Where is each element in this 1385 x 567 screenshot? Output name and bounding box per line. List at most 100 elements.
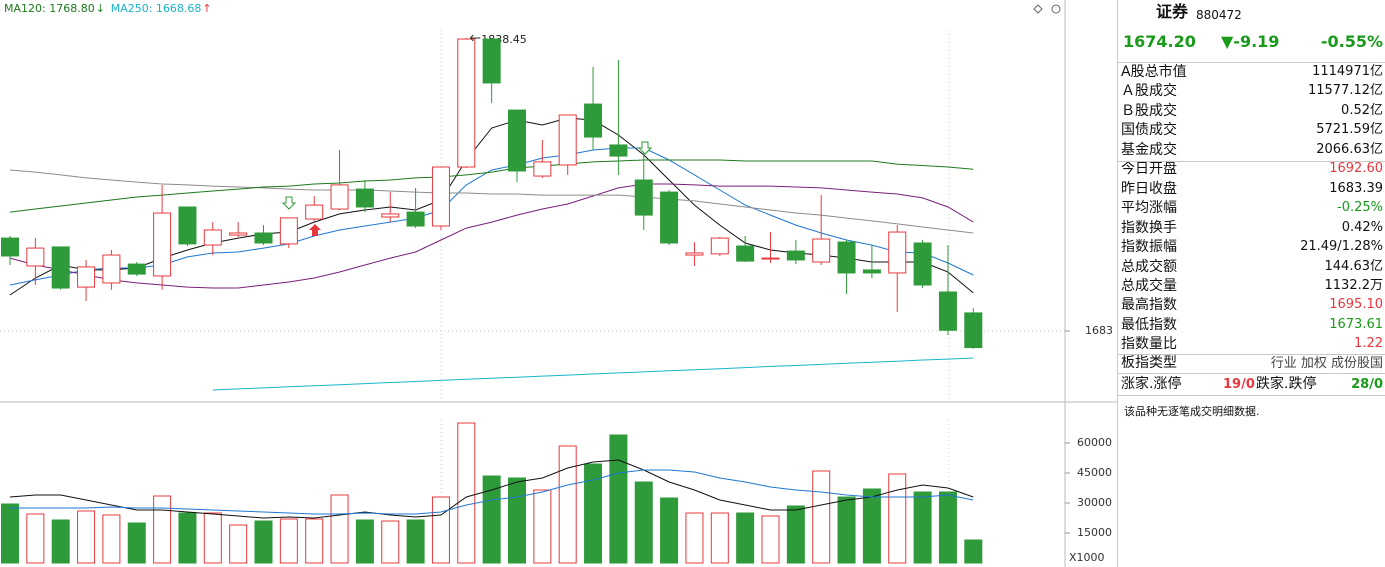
volume-bar bbox=[609, 434, 628, 564]
volume-bar bbox=[330, 494, 349, 564]
field-label: 指数换手 bbox=[1121, 219, 1177, 236]
candle-body bbox=[862, 269, 881, 274]
volume-bar bbox=[938, 491, 957, 564]
field-label: 基金成交 bbox=[1121, 141, 1177, 158]
volume-ma-line bbox=[10, 469, 974, 515]
toolbar-icon[interactable] bbox=[1033, 4, 1043, 14]
candle-body bbox=[685, 252, 704, 256]
field-label: 最低指数 bbox=[1121, 316, 1177, 333]
volume-bar bbox=[153, 495, 172, 564]
field-value: 5721.59亿 bbox=[1316, 122, 1383, 138]
divider bbox=[1118, 395, 1385, 396]
field-value: 19/0 bbox=[1223, 377, 1255, 392]
field-label: A股总市值 bbox=[1121, 64, 1187, 80]
info-panel: 证券 880472 1674.20 ▼-9.19 -0.55% A股总市值 1114971亿… bbox=[1117, 0, 1385, 567]
volume-bar bbox=[77, 510, 96, 564]
y-tick-label: 60000 bbox=[1077, 436, 1112, 449]
candle-body bbox=[938, 291, 957, 331]
field-label: 平均涨幅 bbox=[1121, 200, 1177, 217]
volume-bar bbox=[229, 524, 248, 564]
volume-bar bbox=[51, 519, 70, 564]
field-value: 1114971亿 bbox=[1312, 64, 1383, 79]
candle-body bbox=[761, 257, 780, 260]
volume-bar bbox=[533, 489, 552, 564]
volume-bar bbox=[102, 514, 121, 564]
volume-bar bbox=[305, 518, 324, 564]
field-value: 0.42% bbox=[1341, 219, 1383, 235]
field-value: 1673.61 bbox=[1329, 316, 1383, 332]
field-value: 1692.60 bbox=[1329, 161, 1383, 177]
field-value: 28/0 bbox=[1351, 377, 1383, 392]
signal-arrow bbox=[281, 196, 297, 210]
ma-line bbox=[9, 159, 974, 213]
volume-bar bbox=[279, 518, 298, 564]
candle-body bbox=[964, 312, 983, 349]
volume-bar bbox=[127, 522, 146, 564]
change-percent: -0.55% bbox=[1320, 32, 1383, 51]
field-value: 1683.39 bbox=[1329, 180, 1383, 196]
field-label: Ａ股成交 bbox=[1121, 83, 1177, 100]
volume-bar bbox=[558, 445, 577, 564]
field-label: 跌家.跌停 bbox=[1256, 376, 1317, 392]
candle-body bbox=[127, 263, 146, 275]
field-value: 2066.63亿 bbox=[1316, 141, 1383, 157]
divider bbox=[1118, 354, 1385, 355]
last-price: 1674.20 bbox=[1123, 32, 1196, 51]
legend-entry: MA250: 1668.68 bbox=[111, 2, 202, 15]
candle-body bbox=[381, 213, 400, 218]
field-label: 总成交额 bbox=[1121, 258, 1177, 275]
candle-body bbox=[457, 38, 476, 168]
field-label: 今日开盘 bbox=[1121, 161, 1177, 178]
field-label: 最高指数 bbox=[1121, 297, 1177, 314]
field-value: 21.49/1.28% bbox=[1300, 239, 1383, 255]
price-change: ▼-9.19 bbox=[1221, 32, 1280, 51]
candle-body bbox=[26, 247, 45, 267]
candle-body bbox=[837, 241, 856, 274]
y-tick-label: 30000 bbox=[1077, 496, 1112, 509]
y-tick-label: 45000 bbox=[1077, 466, 1112, 479]
ma-line bbox=[212, 357, 974, 391]
volume-bar bbox=[406, 519, 425, 564]
candle-body bbox=[77, 266, 96, 288]
field-value: 1.22 bbox=[1354, 336, 1383, 352]
field-value: 11577.12亿 bbox=[1307, 83, 1383, 99]
candle-body bbox=[102, 254, 121, 284]
volume-bar bbox=[862, 488, 881, 564]
volume-bar bbox=[254, 520, 273, 564]
volume-bar bbox=[710, 512, 729, 564]
candle-body bbox=[533, 161, 552, 177]
volume-bar bbox=[736, 512, 755, 564]
candle-body bbox=[1, 237, 19, 257]
ma-line bbox=[9, 183, 974, 289]
volume-bar bbox=[203, 512, 222, 564]
candle-body bbox=[609, 144, 628, 157]
candle-body bbox=[660, 191, 679, 244]
field-label: 昨日收盘 bbox=[1121, 180, 1177, 197]
legend-trend: ↑ bbox=[202, 2, 211, 15]
candle-body bbox=[634, 179, 653, 216]
candle-body bbox=[279, 217, 298, 245]
candle-body bbox=[330, 184, 349, 210]
note: 该品种无逐笔成交明细数据. bbox=[1124, 405, 1260, 418]
volume-bar bbox=[634, 481, 653, 564]
candle-body bbox=[558, 114, 577, 166]
toolbar-icon[interactable] bbox=[1051, 4, 1061, 14]
symbol-code: 880472 bbox=[1196, 8, 1242, 22]
volume-bar bbox=[457, 422, 476, 564]
symbol-name: 证券 bbox=[1156, 2, 1189, 21]
divider bbox=[1118, 62, 1385, 63]
volume-bar bbox=[381, 520, 400, 564]
field-label: 涨家.涨停 bbox=[1121, 376, 1182, 392]
candle-body bbox=[736, 245, 755, 262]
volume-bar bbox=[1, 503, 19, 564]
candle-body bbox=[178, 206, 197, 245]
volume-bar bbox=[482, 475, 501, 564]
candle-body bbox=[584, 103, 603, 138]
field-value: 行业 加权 成份股国 bbox=[1270, 356, 1383, 371]
field-label: 板指类型 bbox=[1121, 355, 1177, 371]
field-value: 1695.10 bbox=[1329, 297, 1383, 313]
candle-body bbox=[305, 204, 324, 220]
candle-body bbox=[203, 229, 222, 246]
